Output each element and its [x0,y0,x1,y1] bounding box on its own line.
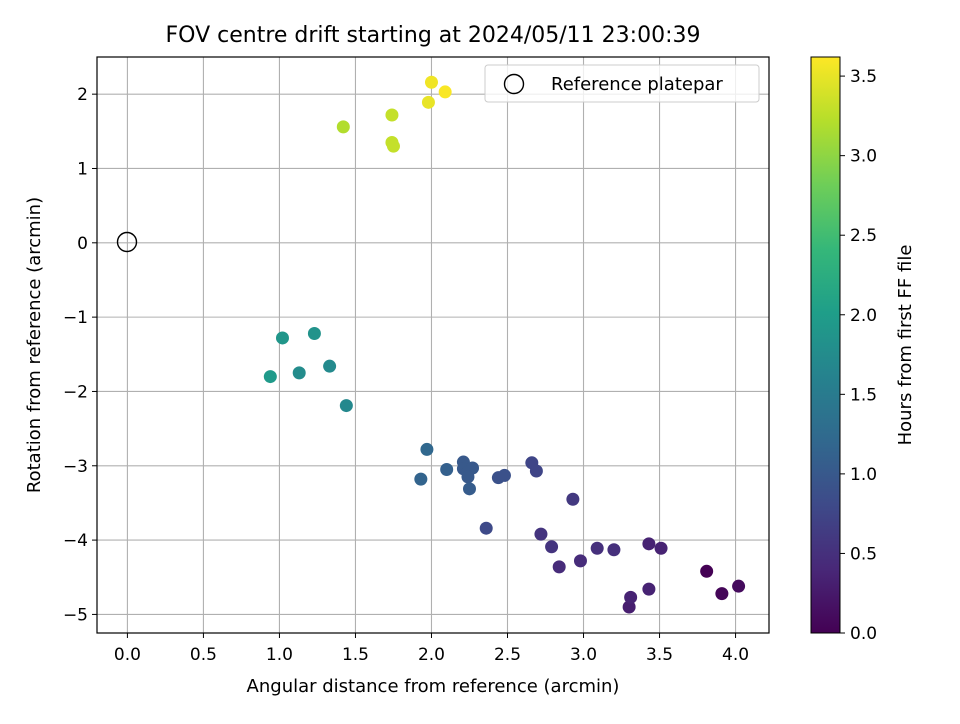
data-point [421,95,435,109]
x-tick-label: 4.0 [722,645,749,665]
data-point [438,85,452,99]
data-point [275,331,289,345]
y-tick-label: 2 [77,85,88,105]
colorbar-tick-label: 1.0 [850,465,877,485]
data-point [642,537,656,551]
data-point [323,359,337,373]
chart-title: FOV centre drift starting at 2024/05/11 … [166,23,701,48]
data-point [339,399,353,413]
y-tick-label: 0 [77,234,88,254]
legend: Reference platepar [484,64,760,103]
data-point [529,464,543,478]
x-tick-label: 0.5 [190,645,217,665]
data-point [700,564,714,578]
colorbar-tick-label: 0.0 [850,624,877,644]
data-point [424,75,438,89]
data-point [607,543,621,557]
data-point [624,590,638,604]
plot-frame [96,56,770,634]
data-point [461,470,475,484]
data-point [566,492,580,506]
colorbar-ticks: 0.0 0.5 1.0 1.5 2.0 2.5 3.0 3.5 [840,67,877,644]
data-point [440,462,454,476]
y-tick-label: −3 [63,457,88,477]
data-point [590,541,604,555]
data-point [414,472,428,486]
data-point [732,579,746,593]
x-tick-label: 3.5 [646,645,673,665]
y-axis-label: Rotation from reference (arcmin) [24,197,45,493]
data-point [307,326,321,340]
data-point [420,442,434,456]
data-point [462,482,476,496]
colorbar-tick-label: 0.5 [850,544,877,564]
data-point [654,541,668,555]
legend-reference-marker [503,73,525,95]
reference-platepar-marker [116,231,138,253]
y-tick-label: −4 [63,531,88,551]
colorbar-tick-label: 1.5 [850,385,877,405]
x-tick-label: 1.0 [266,645,293,665]
colorbar-label: Hours from first FF file [895,245,916,446]
colorbar-tick-label: 3.0 [850,147,877,167]
data-point [336,120,350,134]
data-point [497,468,511,482]
grid-lines [97,57,769,633]
data-point [292,366,306,380]
y-tick-label: 1 [77,159,88,179]
colorbar-tick-label: 2.5 [850,226,877,246]
data-point [479,521,493,535]
x-axis-ticks: 0.0 0.5 1.0 1.5 2.0 2.5 3.0 3.5 4.0 [114,633,749,665]
y-tick-label: −1 [63,308,88,328]
y-axis-ticks: −5 −4 −3 −2 −1 0 1 2 [63,85,97,625]
x-tick-label: 3.0 [570,645,597,665]
data-point [573,554,587,568]
colorbar-tick-label: 3.5 [850,67,877,87]
x-tick-label: 0.0 [114,645,141,665]
data-point [642,582,656,596]
data-point [386,139,400,153]
y-tick-label: −2 [63,382,88,402]
data-point [385,108,399,122]
data-point [715,587,729,601]
x-tick-label: 2.0 [418,645,445,665]
x-tick-label: 2.5 [494,645,521,665]
x-axis-label: Angular distance from reference (arcmin) [247,676,620,697]
data-point [545,540,559,554]
data-point [552,560,566,574]
data-point [263,370,277,384]
legend-label: Reference platepar [551,74,723,95]
legend-box [484,64,760,103]
colorbar-tick-label: 2.0 [850,306,877,326]
data-point [534,527,548,541]
x-tick-label: 1.5 [342,645,369,665]
colorbar: 0.0 0.5 1.0 1.5 2.0 2.5 3.0 3.5 Hours from firs… [810,56,916,644]
colorbar-gradient [810,56,841,634]
data-points [263,75,746,614]
y-tick-label: −5 [63,605,88,625]
data-point [622,600,636,614]
